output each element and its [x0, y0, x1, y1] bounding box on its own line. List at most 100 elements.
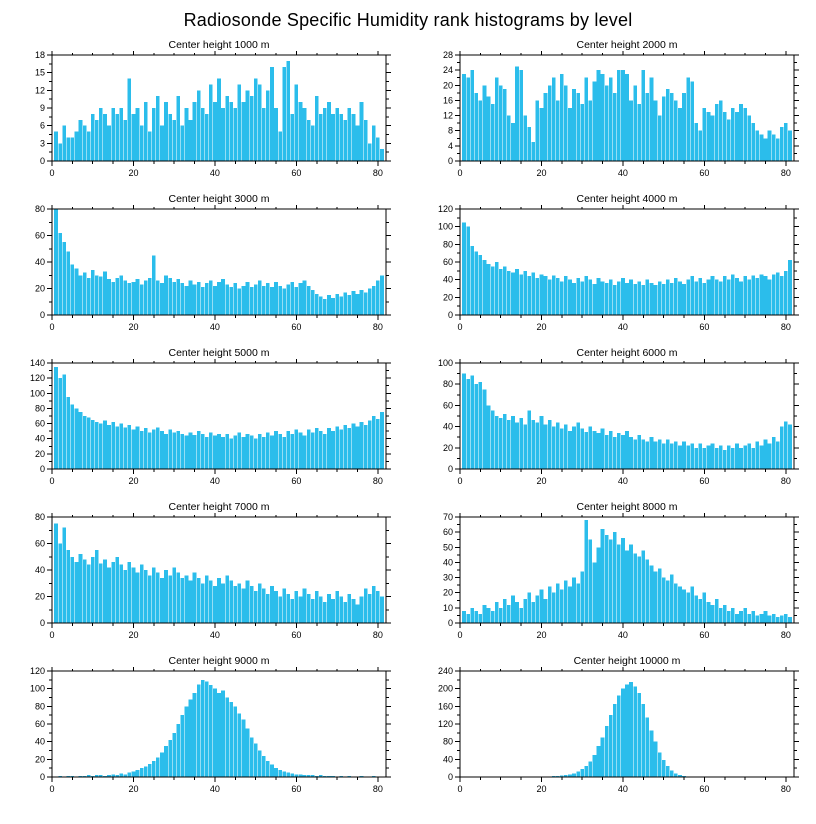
- svg-text:60: 60: [35, 539, 45, 549]
- svg-text:60: 60: [699, 784, 709, 794]
- svg-text:80: 80: [781, 476, 791, 486]
- svg-text:40: 40: [443, 754, 453, 764]
- svg-text:Center height 3000 m: Center height 3000 m: [169, 193, 270, 205]
- svg-text:60: 60: [291, 322, 301, 332]
- svg-text:40: 40: [210, 322, 220, 332]
- svg-text:80: 80: [781, 168, 791, 178]
- svg-text:120: 120: [30, 666, 45, 676]
- svg-text:80: 80: [35, 512, 45, 522]
- svg-text:20: 20: [128, 168, 138, 178]
- svg-text:40: 40: [618, 322, 628, 332]
- histogram-plot-3000m: 0 20 40 60 80 0 20 40 60 80 Center height 3000 m: [35, 193, 391, 332]
- svg-text:60: 60: [699, 630, 709, 640]
- svg-text:Center height 5000 m: Center height 5000 m: [169, 347, 270, 359]
- svg-text:Center height 1000 m: Center height 1000 m: [169, 39, 270, 51]
- svg-text:0: 0: [49, 168, 54, 178]
- svg-text:0: 0: [40, 464, 45, 474]
- svg-text:20: 20: [536, 784, 546, 794]
- svg-text:20: 20: [128, 476, 138, 486]
- subplot-4000m: 0 20 40 60 80 0 20 40 60 80 100 120 Center height 40…: [418, 191, 806, 343]
- svg-text:3: 3: [40, 138, 45, 148]
- svg-text:100: 100: [30, 388, 45, 398]
- svg-text:80: 80: [35, 403, 45, 413]
- svg-text:20: 20: [35, 449, 45, 459]
- histogram-plot-10000m: 0 20 40 60 80 0 40 80 120 160 200 240 Center height …: [438, 655, 799, 794]
- svg-text:6: 6: [40, 121, 45, 131]
- svg-text:40: 40: [210, 630, 220, 640]
- svg-text:Center height 7000 m: Center height 7000 m: [169, 501, 270, 513]
- subplot-10000m: 0 20 40 60 80 0 40 80 120 160 200 240 Center height …: [418, 653, 806, 805]
- subplot-9000m: 0 20 40 60 80 0 20 40 60 80 100 120 Center height 90…: [10, 653, 398, 805]
- subplot-2000m: 0 20 40 60 80 0 4 8 12 16 20 24 28 Center height 2000…: [418, 37, 806, 189]
- svg-text:0: 0: [49, 784, 54, 794]
- svg-text:Center height 10000 m: Center height 10000 m: [574, 655, 681, 667]
- svg-text:100: 100: [438, 358, 453, 368]
- svg-text:Center height 9000 m: Center height 9000 m: [169, 655, 270, 667]
- svg-text:80: 80: [35, 204, 45, 214]
- svg-text:60: 60: [699, 322, 709, 332]
- svg-text:40: 40: [618, 630, 628, 640]
- svg-text:0: 0: [40, 156, 45, 166]
- svg-text:50: 50: [443, 542, 453, 552]
- svg-text:20: 20: [443, 588, 453, 598]
- svg-text:20: 20: [536, 322, 546, 332]
- svg-text:40: 40: [35, 434, 45, 444]
- svg-text:0: 0: [448, 310, 453, 320]
- svg-text:0: 0: [448, 464, 453, 474]
- svg-text:60: 60: [699, 476, 709, 486]
- main-title: Radiosonde Specific Humidity rank histog…: [183, 10, 633, 30]
- svg-text:60: 60: [443, 527, 453, 537]
- svg-text:24: 24: [443, 65, 453, 75]
- svg-text:60: 60: [443, 257, 453, 267]
- subplot-3000m: 0 20 40 60 80 0 20 40 60 80 Center height 3000 m: [10, 191, 398, 343]
- svg-text:0: 0: [457, 168, 462, 178]
- svg-text:20: 20: [128, 630, 138, 640]
- svg-text:Center height 6000 m: Center height 6000 m: [577, 347, 678, 359]
- svg-text:80: 80: [443, 379, 453, 389]
- svg-text:60: 60: [35, 231, 45, 241]
- svg-text:9: 9: [40, 103, 45, 113]
- subplot-8000m: 0 20 40 60 80 0 10 20 30 40 50 60 70 Center height 80…: [418, 499, 806, 651]
- svg-text:4: 4: [448, 141, 453, 151]
- svg-text:Center height 2000 m: Center height 2000 m: [577, 39, 678, 51]
- svg-text:80: 80: [781, 784, 791, 794]
- svg-text:40: 40: [35, 737, 45, 747]
- svg-text:0: 0: [40, 618, 45, 628]
- svg-text:60: 60: [699, 168, 709, 178]
- svg-text:15: 15: [35, 68, 45, 78]
- svg-text:240: 240: [438, 666, 453, 676]
- svg-text:20: 20: [35, 592, 45, 602]
- histogram-plot-4000m: 0 20 40 60 80 0 20 40 60 80 100 120 Center height 40…: [438, 193, 799, 332]
- subplot-7000m: 0 20 40 60 80 0 20 40 60 80 Center height 7000 m: [10, 499, 398, 651]
- svg-text:80: 80: [373, 168, 383, 178]
- svg-text:20: 20: [536, 476, 546, 486]
- svg-text:0: 0: [49, 630, 54, 640]
- svg-text:20: 20: [443, 443, 453, 453]
- svg-text:40: 40: [618, 784, 628, 794]
- svg-text:80: 80: [373, 476, 383, 486]
- svg-text:80: 80: [373, 784, 383, 794]
- svg-text:80: 80: [373, 322, 383, 332]
- svg-text:80: 80: [443, 239, 453, 249]
- histogram-grid: 0 20 40 60 80 0 3 6 9 12 15 18 Center height 1000 m …: [0, 37, 816, 805]
- subplot-5000m: 0 20 40 60 80 0 20 40 60 80 100 120 140 Center height…: [10, 345, 398, 497]
- svg-text:80: 80: [781, 322, 791, 332]
- svg-text:40: 40: [210, 476, 220, 486]
- svg-text:70: 70: [443, 512, 453, 522]
- histogram-plot-2000m: 0 20 40 60 80 0 4 8 12 16 20 24 28 Center height 2000…: [443, 39, 799, 178]
- svg-text:20: 20: [536, 168, 546, 178]
- svg-text:Center height 4000 m: Center height 4000 m: [577, 193, 678, 205]
- svg-text:100: 100: [30, 684, 45, 694]
- svg-text:40: 40: [443, 422, 453, 432]
- svg-text:0: 0: [40, 310, 45, 320]
- histogram-plot-6000m: 0 20 40 60 80 0 20 40 60 80 100 Center height 6000 …: [438, 347, 799, 486]
- svg-text:0: 0: [448, 156, 453, 166]
- svg-text:18: 18: [35, 50, 45, 60]
- svg-text:40: 40: [618, 168, 628, 178]
- svg-text:80: 80: [35, 701, 45, 711]
- svg-text:20: 20: [443, 80, 453, 90]
- svg-text:8: 8: [448, 126, 453, 136]
- svg-text:20: 20: [35, 284, 45, 294]
- svg-text:40: 40: [618, 476, 628, 486]
